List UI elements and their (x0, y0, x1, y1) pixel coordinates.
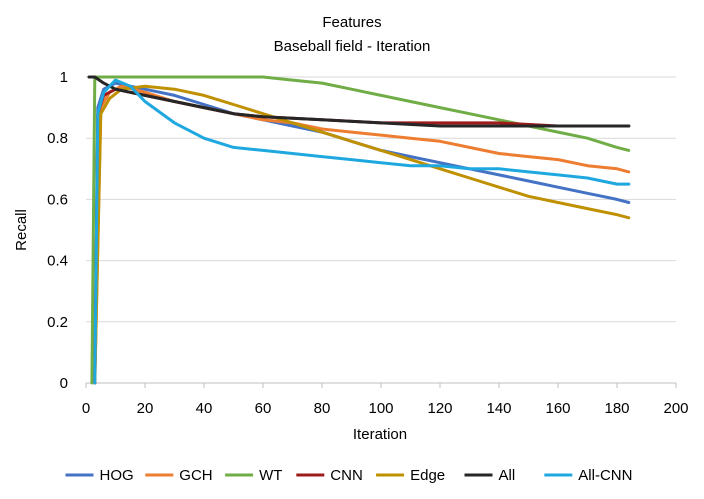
series-line-all-cnn (93, 78, 631, 385)
y-tick-label: 1 (60, 69, 68, 86)
chart-subtitle: Baseball field - Iteration (274, 38, 431, 55)
x-tick-label: 40 (196, 400, 213, 417)
legend-label-edge: Edge (410, 467, 445, 484)
x-tick-label: 160 (545, 400, 570, 417)
x-tick-label: 80 (314, 400, 331, 417)
series-lines (87, 75, 631, 385)
y-tick-label: 0.4 (47, 253, 68, 270)
y-tick-label: 0.6 (47, 191, 68, 208)
legend-label-wt: WT (259, 467, 282, 484)
chart-title: Features (322, 14, 381, 31)
legend-label-gch: GCH (179, 467, 212, 484)
y-tick-label: 0.2 (47, 314, 68, 331)
grid-lines (86, 76, 676, 323)
x-tick-label: 100 (368, 400, 393, 417)
x-tick-label: 60 (255, 400, 272, 417)
legend-label-hog: HOG (100, 467, 134, 484)
y-axis-label: Recall (13, 209, 30, 251)
x-tick-label: 20 (137, 400, 154, 417)
series-line-hog (93, 81, 631, 385)
series-line-all (87, 75, 631, 128)
x-tick-label: 200 (663, 400, 688, 417)
y-tick-label: 0.8 (47, 130, 68, 147)
tick-labels: 0 0.2 0.4 0.6 0.8 1 0 20 40 60 80 100 120 140 160 180 20… (47, 69, 688, 417)
x-axis-label: Iteration (353, 426, 407, 443)
x-tick-label: 180 (604, 400, 629, 417)
x-tick-label: 120 (427, 400, 452, 417)
series-line-wt (90, 75, 631, 385)
legend-label-cnn: CNN (330, 467, 363, 484)
legend: HOG GCH WT CNN Edge All All-CNN (65, 467, 632, 484)
legend-label-all: All (499, 467, 516, 484)
legend-label-all-cnn: All-CNN (578, 467, 632, 484)
x-tick-label: 140 (486, 400, 511, 417)
y-tick-label: 0 (60, 375, 68, 392)
x-tick-label: 0 (82, 400, 90, 417)
axes (85, 382, 677, 388)
